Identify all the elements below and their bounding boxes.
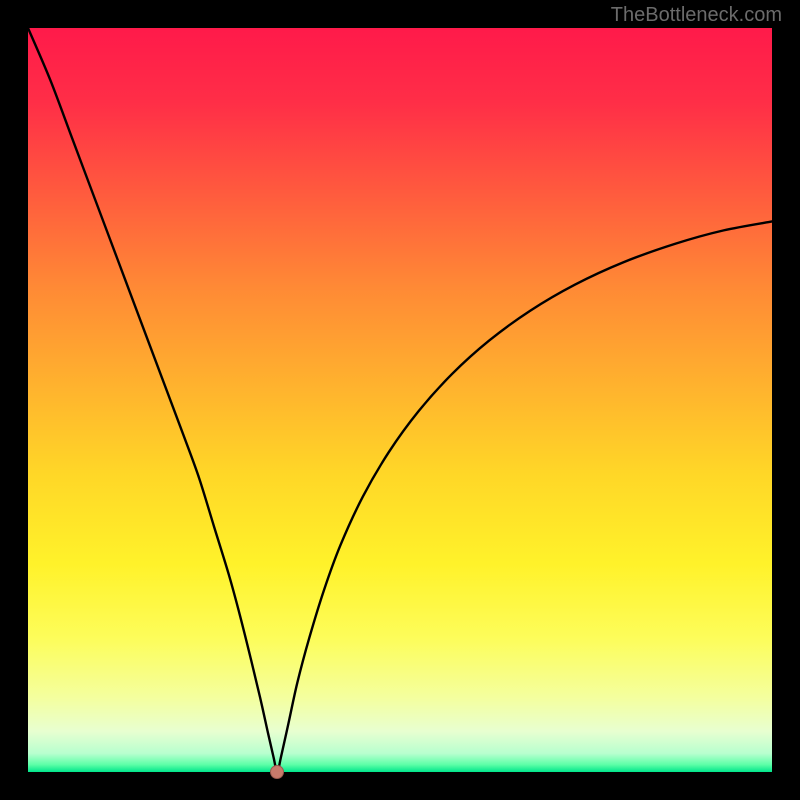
curve-path — [28, 28, 772, 772]
watermark-text: TheBottleneck.com — [611, 4, 782, 27]
bottleneck-curve — [28, 28, 772, 772]
plot-area — [28, 28, 772, 772]
chart-container: TheBottleneck.com — [0, 0, 800, 800]
minimum-marker — [270, 765, 284, 779]
